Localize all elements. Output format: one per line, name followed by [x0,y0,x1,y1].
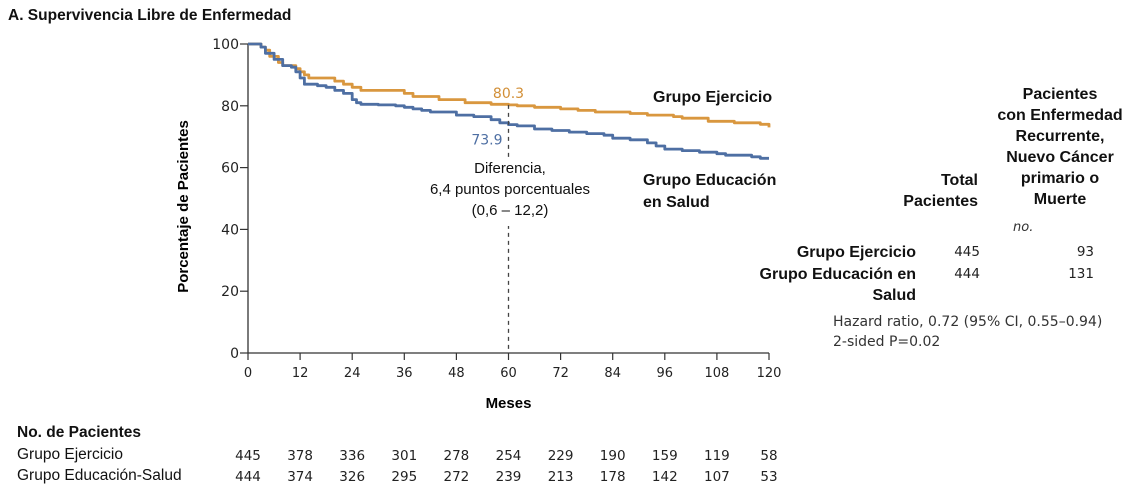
header-events-line-2: con Enfermedad [997,107,1123,124]
p-value: 2-sided P=0.02 [833,334,941,350]
risk-value: 58 [760,448,778,464]
y-tick-label: 0 [230,346,239,362]
risk-value: 53 [760,469,778,485]
risk-value: 326 [339,469,366,485]
figure-title: A. Supervivencia Libre de Enfermedad [8,7,292,24]
difference-line-2: 6,4 puntos porcentuales [429,181,591,198]
difference-line-3: (0,6 – 12,2) [471,202,549,219]
summary-row-education-events: 131 [1068,266,1094,282]
header-total-line-2: Pacientes [903,193,978,210]
curve-exercise [248,42,771,128]
x-tick-label: 96 [657,366,674,381]
header-total-patients: Total Pacientes [880,170,978,212]
x-tick-label: 108 [704,366,729,381]
risk-value: 278 [443,448,470,464]
risk-value: 254 [495,448,522,464]
annotation-education-60: 73.9 [471,133,502,149]
header-events: Pacientes con Enfermedad Recurrente, Nue… [990,84,1130,210]
header-events-line-1: Pacientes [1022,86,1098,103]
risk-value: 374 [287,469,313,485]
difference-line-1: Diferencia, [474,160,546,177]
risk-value: 444 [235,469,261,485]
summary-row-exercise-events: 93 [1076,244,1094,260]
header-events-line-3: Recurrente, [1015,128,1105,145]
risk-value: 190 [599,448,626,464]
risk-row-education-name: Grupo Educación-Salud [17,467,182,484]
risk-value: 378 [287,448,313,464]
header-events-line-4: Nuevo Cáncer [1006,149,1114,166]
x-tick-label: 36 [396,366,413,381]
y-axis-label: Porcentaje de Pacientes [175,120,192,293]
risk-value: 272 [443,469,470,485]
risk-value: 119 [704,448,730,464]
x-tick-label: 60 [500,366,517,381]
risk-value: 295 [391,469,418,485]
x-axis-label: Meses [486,395,532,412]
y-tick-label: 40 [221,222,239,238]
legend-education-line-2: en Salud [643,194,710,211]
summary-row-education-name-line-1: Grupo Educación en [759,266,916,283]
risk-value: 107 [704,469,730,485]
header-total-line-1: Total [940,172,978,189]
header-events-line-5: primario o [1020,170,1100,187]
summary-row-exercise-name: Grupo Ejercicio [796,244,916,261]
x-tick-label: 120 [757,366,782,381]
y-tick-label: 100 [212,37,239,53]
summary-row-education-name-line-2: Salud [872,287,916,304]
x-tick-label: 24 [344,366,361,381]
y-tick-label: 60 [221,161,239,177]
risk-value: 336 [339,448,366,464]
risk-value: 301 [391,448,418,464]
risk-value: 159 [651,448,678,464]
header-events-line-6: Muerte [1033,191,1087,208]
risk-value: 213 [547,469,574,485]
y-tick-label: 20 [221,284,239,300]
y-tick-label: 80 [221,99,239,115]
annotations: 80.3 73.9 [410,86,610,353]
legend-education-line-1: Grupo Educación [643,172,777,189]
annotation-exercise-60: 80.3 [493,86,524,102]
curve-education [248,42,769,160]
x-tick-label: 12 [292,366,309,381]
summary-row-education-total: 444 [954,266,980,282]
risk-row-exercise-name: Grupo Ejercicio [17,446,123,463]
x-tick-label: 0 [244,366,252,381]
axes: 0 20 40 60 80 100 0 12 24 36 48 60 72 84 96 108 120 Meses… [175,37,781,412]
risk-value: 178 [599,469,626,485]
risk-value: 239 [495,469,522,485]
hazard-ratio-block: Hazard ratio, 0.72 (95% CI, 0.55–0.94) 2… [833,312,1102,352]
survival-curves [248,42,771,160]
x-tick-label: 84 [604,366,621,381]
difference-annotation: Diferencia, 6,4 puntos porcentuales (0,6… [400,158,620,221]
risk-value: 445 [235,448,261,464]
x-tick-label: 48 [448,366,465,381]
risk-table-title: No. de Pacientes [17,424,142,441]
summary-row-exercise-total: 445 [954,244,980,260]
x-tick-label: 72 [552,366,569,381]
summary-row-education-name: Grupo Educación en Salud [716,264,916,306]
unit-label: no. [1013,220,1034,235]
risk-value: 229 [547,448,574,464]
hazard-ratio: Hazard ratio, 0.72 (95% CI, 0.55–0.94) [833,314,1103,330]
legend-education: Grupo Educación en Salud [643,170,776,214]
legend-exercise: Grupo Ejercicio [653,89,773,106]
difference-text-background [410,158,610,226]
risk-value: 142 [651,469,678,485]
